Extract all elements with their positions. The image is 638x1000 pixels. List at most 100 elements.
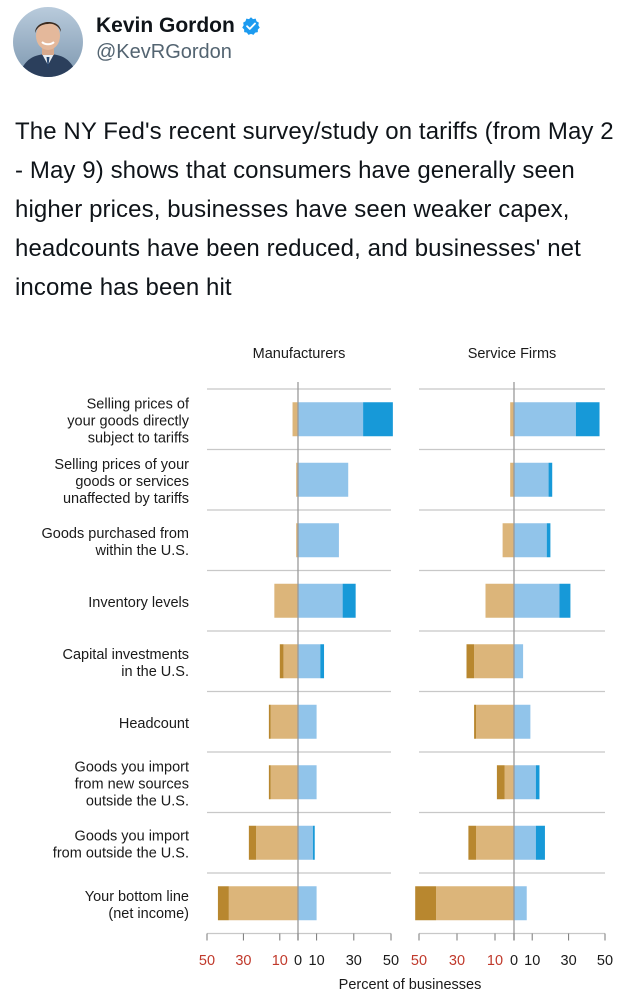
bar-increase-significant xyxy=(535,825,545,860)
bar-decrease-slight xyxy=(485,583,514,618)
category-label: subject to tariffs xyxy=(88,430,189,446)
bar-increase-slight xyxy=(514,583,560,618)
bar-increase-slight xyxy=(514,644,524,679)
bar-decrease-significant xyxy=(268,765,271,800)
bar-increase-significant xyxy=(342,583,356,618)
bar-increase-slight xyxy=(514,886,527,921)
chart-image: Selling prices of your goods directly subj… xyxy=(0,335,638,1000)
panel-title: Service Firms xyxy=(468,346,557,362)
tweet-text: The NY Fed's recent survey/study on tari… xyxy=(15,118,614,301)
bar-decrease-slight xyxy=(436,886,514,921)
bar-decrease-significant xyxy=(474,704,476,739)
bar-increase-slight xyxy=(298,583,343,618)
author-handle[interactable]: @KevRGordon xyxy=(96,41,232,63)
x-tick-label: 10 xyxy=(272,953,288,969)
bar-decrease-slight xyxy=(296,523,298,558)
x-tick-label: 30 xyxy=(449,953,465,969)
bar-decrease-slight xyxy=(510,462,514,497)
x-tick-label: 50 xyxy=(383,953,399,969)
bar-decrease-slight xyxy=(270,704,298,739)
bar-decrease-significant xyxy=(217,886,229,921)
x-axis-title: Percent of businesses xyxy=(339,977,482,993)
x-tick-label: 0 xyxy=(510,953,518,969)
panel-title: Manufacturers xyxy=(253,346,346,362)
bar-decrease-slight xyxy=(510,402,514,437)
bar-increase-slight xyxy=(514,765,536,800)
bar-increase-slight xyxy=(298,886,317,921)
bar-decrease-significant xyxy=(279,644,284,679)
category-label: from outside the U.S. xyxy=(53,845,189,861)
author-row: Kevin Gordon xyxy=(96,11,261,41)
bar-decrease-slight xyxy=(283,644,298,679)
bar-increase-slight xyxy=(514,704,531,739)
bar-decrease-slight xyxy=(502,523,514,558)
x-tick-label: 30 xyxy=(235,953,251,969)
category-label: within the U.S. xyxy=(95,543,190,559)
category-label: Goods purchased from xyxy=(42,526,190,542)
author-name[interactable]: Kevin Gordon xyxy=(96,14,235,37)
x-tick-label: 50 xyxy=(597,953,613,969)
bar-decrease-slight xyxy=(270,765,298,800)
bar-increase-slight xyxy=(298,644,321,679)
bar-increase-slight xyxy=(298,825,313,860)
category-label: Goods you import xyxy=(75,828,189,844)
bar-decrease-slight xyxy=(504,765,514,800)
bar-increase-slight xyxy=(298,462,349,497)
bar-decrease-slight xyxy=(474,644,514,679)
bar-increase-slight xyxy=(298,704,317,739)
x-tick-label: 10 xyxy=(487,953,503,969)
category-label: unaffected by tariffs xyxy=(63,491,189,507)
bar-decrease-slight xyxy=(228,886,298,921)
bar-decrease-slight xyxy=(274,583,298,618)
x-tick-label: 30 xyxy=(346,953,362,969)
x-tick-label: 10 xyxy=(524,953,540,969)
avatar[interactable] xyxy=(13,7,83,77)
category-label: in the U.S. xyxy=(121,664,189,680)
category-label: Capital investments xyxy=(62,647,189,663)
bar-increase-slight xyxy=(514,402,576,437)
bar-increase-significant xyxy=(320,644,325,679)
bar-increase-slight xyxy=(514,523,547,558)
category-label: your goods directly xyxy=(67,413,189,429)
x-tick-label: 50 xyxy=(199,953,215,969)
bar-decrease-slight xyxy=(256,825,298,860)
category-label: Inventory levels xyxy=(88,595,189,611)
bar-decrease-slight xyxy=(292,402,298,437)
bar-increase-significant xyxy=(535,765,540,800)
category-label: Selling prices of xyxy=(87,396,190,412)
x-tick-label: 0 xyxy=(294,953,302,969)
bar-decrease-significant xyxy=(268,704,271,739)
category-label: from new sources xyxy=(75,776,189,792)
avatar-image xyxy=(13,7,83,77)
bar-increase-significant xyxy=(575,402,600,437)
bar-increase-significant xyxy=(559,583,571,618)
bar-decrease-slight xyxy=(296,462,298,497)
bar-decrease-significant xyxy=(466,644,475,679)
category-label: Goods you import xyxy=(75,759,189,775)
bar-increase-significant xyxy=(546,523,551,558)
bar-decrease-significant xyxy=(415,886,437,921)
bar-increase-significant xyxy=(548,462,553,497)
bar-increase-slight xyxy=(298,523,339,558)
category-label: outside the U.S. xyxy=(86,793,189,809)
bar-decrease-significant xyxy=(496,765,505,800)
bar-decrease-slight xyxy=(476,825,514,860)
bar-increase-slight xyxy=(298,402,364,437)
bar-increase-slight xyxy=(298,765,317,800)
category-label: (net income) xyxy=(108,906,189,922)
bar-increase-slight xyxy=(514,825,536,860)
x-tick-label: 10 xyxy=(309,953,325,969)
x-tick-label: 30 xyxy=(561,953,577,969)
verified-badge-icon xyxy=(242,17,260,35)
category-label: Selling prices of your xyxy=(54,457,189,473)
category-label: goods or services xyxy=(75,474,189,490)
category-label: Your bottom line xyxy=(85,889,189,905)
category-label: Headcount xyxy=(119,716,189,732)
x-tick-label: 50 xyxy=(411,953,427,969)
bar-decrease-significant xyxy=(248,825,257,860)
bar-increase-significant xyxy=(312,825,315,860)
bar-increase-slight xyxy=(514,462,549,497)
bar-increase-significant xyxy=(363,402,393,437)
bar-decrease-slight xyxy=(476,704,514,739)
